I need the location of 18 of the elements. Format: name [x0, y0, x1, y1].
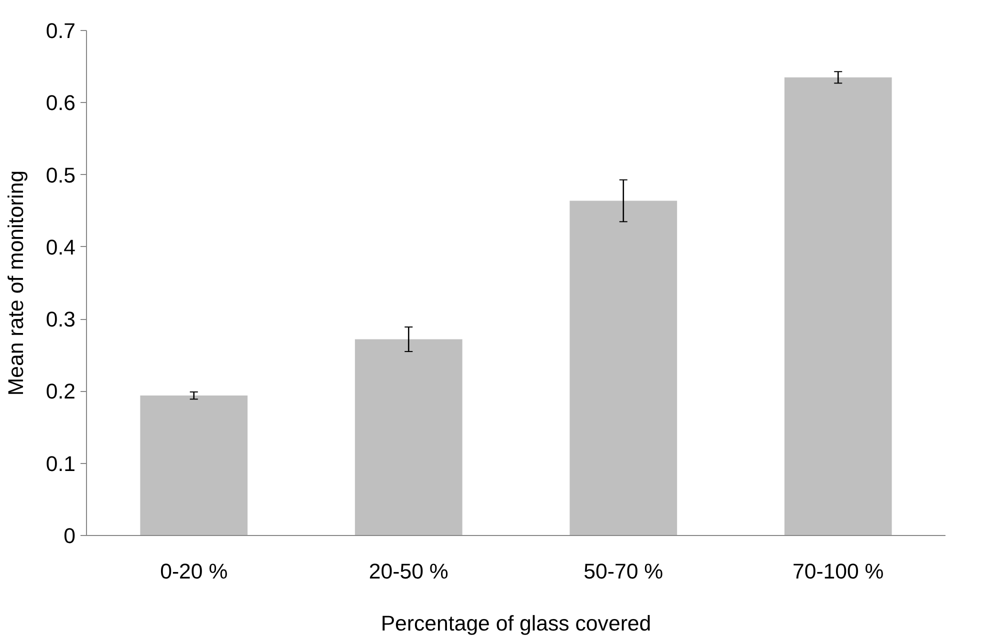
- bar: [784, 77, 892, 536]
- bar: [354, 339, 462, 536]
- x-tick-label: 70-100 %: [792, 560, 884, 584]
- y-tick-label: 0.2: [46, 380, 76, 404]
- x-tick-label: 20-50 %: [368, 560, 448, 584]
- x-tick-label: 50-70 %: [584, 560, 664, 584]
- y-tick-label: 0.5: [46, 163, 76, 188]
- x-axis-title: Percentage of glass covered: [380, 612, 652, 636]
- y-tick-label: 0.7: [46, 19, 76, 43]
- x-tick-label: 0-20 %: [160, 560, 228, 584]
- y-tick-label: 0: [64, 524, 76, 548]
- y-tick-label: 0.6: [46, 91, 76, 116]
- bar: [140, 396, 248, 536]
- y-tick-label: 0.4: [46, 235, 76, 260]
- bar: [570, 200, 678, 536]
- y-tick-label: 0.3: [46, 308, 76, 332]
- y-axis-title: Mean rate of monitoring: [4, 170, 28, 396]
- y-tick-label: 0.1: [46, 452, 76, 476]
